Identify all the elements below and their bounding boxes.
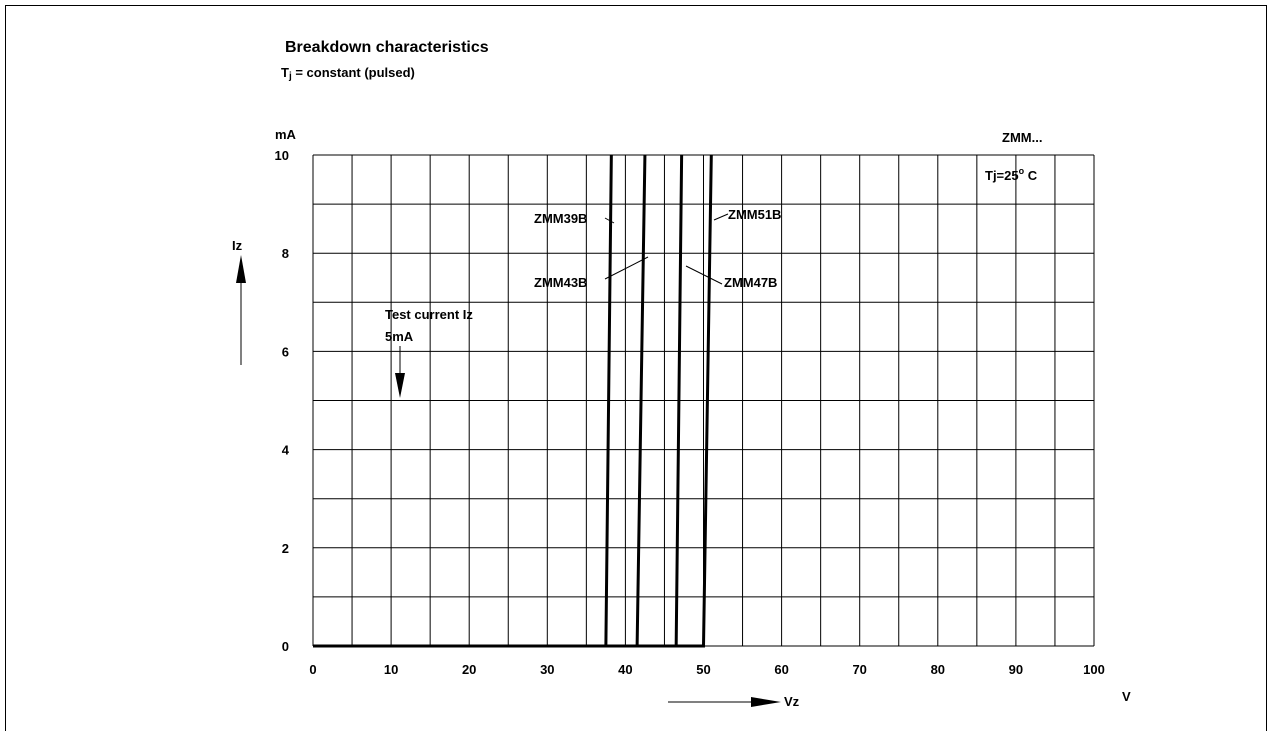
y-tick-label: 10 <box>275 148 289 163</box>
x-tick-label: 30 <box>540 662 554 677</box>
y-unit-label: mA <box>275 127 297 142</box>
x-axis-arrow <box>668 697 781 707</box>
y-tick-label: 8 <box>282 246 289 261</box>
chart-title: Breakdown characteristics <box>285 39 489 56</box>
series-zmm51b <box>313 154 713 648</box>
svg-text:ZMM39B: ZMM39B <box>534 211 587 226</box>
y-axis-label: Iz <box>232 238 243 253</box>
y-tick-label: 2 <box>282 541 289 556</box>
svg-text:ZMM51B: ZMM51B <box>728 207 781 222</box>
series-label-zmm51b: ZMM51B <box>713 207 781 222</box>
test-current-value: 5mA <box>385 329 414 344</box>
x-tick-label: 0 <box>309 662 316 677</box>
y-tick-label: 4 <box>282 443 290 458</box>
x-tick-label: 70 <box>852 662 866 677</box>
y-tick-label: 0 <box>282 639 289 654</box>
figure-frame <box>5 5 1267 731</box>
x-tick-label: 20 <box>462 662 476 677</box>
svg-text:ZMM43B: ZMM43B <box>534 275 587 290</box>
y-axis-arrow <box>236 255 246 365</box>
x-axis-label: Vz <box>784 694 800 709</box>
device-family-label: ZMM... <box>1002 130 1042 145</box>
series-label-zmm39b: ZMM39B <box>534 211 615 226</box>
test-current-arrow <box>395 346 405 398</box>
x-tick-label: 80 <box>931 662 945 677</box>
temperature-label: Tj=25o C <box>985 166 1038 183</box>
x-tick-label: 40 <box>618 662 632 677</box>
y-tick-label: 6 <box>282 344 289 359</box>
x-tick-label: 90 <box>1009 662 1023 677</box>
x-unit-label: V <box>1122 689 1131 704</box>
test-current-label: Test current Iz <box>385 307 473 322</box>
svg-text:ZMM47B: ZMM47B <box>724 275 777 290</box>
x-tick-label: 50 <box>696 662 710 677</box>
series-label-zmm43b: ZMM43B <box>534 256 649 290</box>
x-tick-label: 100 <box>1083 662 1105 677</box>
x-tick-label: 10 <box>384 662 398 677</box>
tick-labels: 0 10 20 30 40 50 60 70 80 90 100 0 2 4 6 8 10 <box>275 148 1105 677</box>
x-tick-label: 60 <box>774 662 788 677</box>
series-label-zmm47b: ZMM47B <box>685 265 777 290</box>
chart-subtitle: Tj = constant (pulsed) <box>281 65 415 82</box>
series-layer <box>313 154 713 648</box>
